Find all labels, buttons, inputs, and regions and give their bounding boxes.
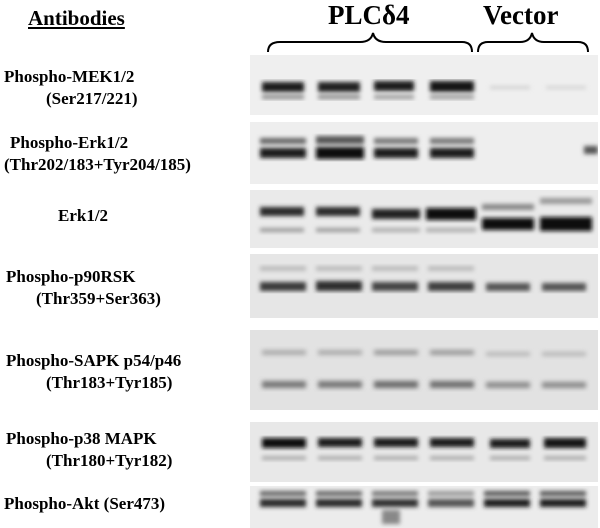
row-label-line1: Erk1/2 [58,206,109,225]
vector-bracket [477,32,589,53]
row-label-phospho-p90rsk: Phospho-p90RSK (Thr359+Ser363) [6,266,161,310]
plc-bracket [267,32,473,53]
row-label-line1: Phospho-p90RSK [6,267,136,286]
row-label-phospho-sapk: Phospho-SAPK p54/p46 (Thr183+Tyr185) [6,350,181,394]
blot-phospho-erk [250,122,598,184]
row-label-line2: (Ser217/221) [46,89,138,108]
row-label-phospho-p38: Phospho-p38 MAPK (Thr180+Tyr182) [6,428,172,472]
blot-phospho-mek [250,55,598,115]
row-label-erk: Erk1/2 [58,205,108,227]
vector-group-label: Vector [483,0,559,30]
row-label-line1: Phospho-p38 MAPK [6,429,157,448]
row-label-phospho-erk: Phospho-Erk1/2 (Thr202/183+Tyr204/185) [4,132,191,176]
row-label-phospho-mek: Phospho-MEK1/2 (Ser217/221) [4,66,138,110]
row-label-line1: Phospho-MEK1/2 [4,67,135,86]
blot-phospho-akt [250,486,598,528]
antibodies-header: Antibodies [28,6,125,30]
blot-erk [250,190,598,248]
blot-phospho-p90rsk [250,254,598,318]
row-label-line2: (Thr202/183+Tyr204/185) [4,155,191,174]
plc-delta4-group-label: PLCδ4 [328,0,410,30]
row-label-line2: (Thr359+Ser363) [36,289,161,308]
row-label-line2: (Thr180+Tyr182) [46,451,173,470]
row-label-line2: (Thr183+Tyr185) [46,373,173,392]
row-label-phospho-akt: Phospho-Akt (Ser473) [4,493,165,515]
blot-phospho-p38 [250,422,598,482]
group-brackets [267,32,589,53]
row-label-line1: Phospho-Erk1/2 [10,133,129,152]
row-label-line1: Phospho-SAPK p54/p46 [6,351,182,370]
blot-phospho-sapk [250,330,598,410]
row-label-line1: Phospho-Akt (Ser473) [4,494,166,513]
